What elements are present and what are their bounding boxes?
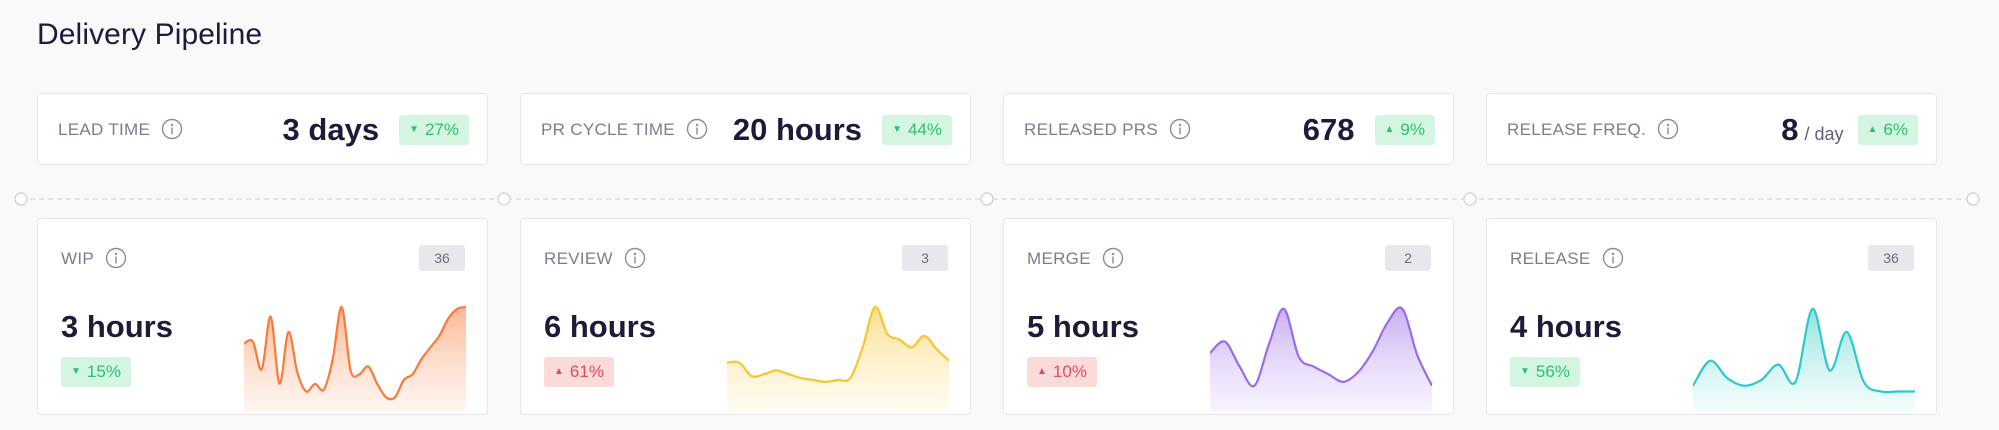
info-icon[interactable] (624, 247, 646, 269)
info-icon[interactable] (1169, 118, 1191, 140)
change-badge: ▼ 56% (1510, 357, 1580, 387)
count-badge: 36 (419, 245, 465, 271)
page-title: Delivery Pipeline (37, 18, 263, 51)
info-icon[interactable] (1657, 118, 1679, 140)
change-badge: ▲ 61% (544, 357, 614, 387)
sparkline-line (1210, 306, 1432, 388)
kpi-label-text: RELEASED PRS (1024, 120, 1158, 139)
arrow-down-icon: ▼ (1520, 366, 1530, 377)
change-badge: ▼ 15% (61, 357, 131, 387)
kpi-label: LEAD TIME (58, 118, 183, 140)
kpi-label-text: LEAD TIME (58, 120, 151, 139)
sparkline-area (727, 306, 949, 411)
stage-label: WIP (61, 247, 127, 269)
sparkline-line (727, 305, 949, 383)
count-badge: 3 (902, 245, 948, 271)
info-icon[interactable] (161, 118, 183, 140)
sparkline-line (244, 305, 466, 401)
info-icon[interactable] (105, 247, 127, 269)
arrow-down-icon: ▼ (71, 366, 81, 377)
stage-card-review[interactable]: REVIEW 3 6 hours ▲ 61% (520, 218, 971, 415)
kpi-label-text: RELEASE FREQ. (1507, 120, 1646, 139)
stage-card-merge[interactable]: MERGE 2 5 hours ▲ 10% (1003, 218, 1454, 415)
kpi-label: PR CYCLE TIME (541, 118, 708, 140)
arrow-down-icon: ▼ (892, 124, 902, 135)
arrow-up-icon: ▲ (1384, 124, 1395, 135)
stage-card-wip[interactable]: WIP 36 3 hours ▼ 15% (37, 218, 488, 415)
sparkline (1210, 306, 1432, 411)
kpi-label-text: PR CYCLE TIME (541, 120, 675, 139)
info-icon[interactable] (1102, 247, 1124, 269)
change-badge: ▲ 6% (1857, 115, 1918, 145)
sparkline-area (1210, 307, 1432, 411)
pipeline-connector (14, 192, 1980, 206)
sparkline-line (1693, 307, 1915, 394)
info-icon[interactable] (686, 118, 708, 140)
connector-node (497, 192, 511, 206)
stage-value: 5 hours (1027, 309, 1139, 344)
arrow-up-icon: ▲ (1037, 366, 1047, 377)
kpi-value: 678 (1302, 112, 1355, 147)
kpi-card-pr-cycle-time[interactable]: PR CYCLE TIME 20 hours ▼ 44% (520, 93, 971, 165)
stage-value: 3 hours (61, 309, 173, 344)
sparkline-area (1693, 308, 1915, 411)
change-badge: ▼ 27% (399, 115, 469, 145)
arrow-up-icon: ▲ (554, 366, 564, 377)
kpi-card-lead-time[interactable]: LEAD TIME 3 days ▼ 27% (37, 93, 488, 165)
sparkline (244, 305, 466, 411)
stage-value: 4 hours (1510, 309, 1622, 344)
kpi-card-released-prs[interactable]: RELEASED PRS 678 ▲ 9% (1003, 93, 1454, 165)
sparkline-area (244, 306, 466, 411)
change-badge: ▼ 44% (882, 115, 952, 145)
stage-card-release[interactable]: RELEASE 36 4 hours ▼ 56% (1486, 218, 1937, 415)
kpi-value: 3 days (282, 112, 380, 147)
change-badge: ▲ 10% (1027, 357, 1097, 387)
connector-node (1463, 192, 1477, 206)
arrow-up-icon: ▲ (1867, 124, 1878, 135)
arrow-down-icon: ▼ (409, 124, 419, 135)
kpi-value: 20 hours (732, 112, 863, 147)
kpi-label: RELEASED PRS (1024, 118, 1191, 140)
stage-label: RELEASE (1510, 247, 1624, 269)
kpi-card-release-freq[interactable]: RELEASE FREQ. 8/ day ▲ 6% (1486, 93, 1937, 165)
change-badge: ▲ 9% (1374, 115, 1435, 145)
stage-label: MERGE (1027, 247, 1124, 269)
sparkline (727, 305, 949, 411)
kpi-row: LEAD TIME 3 days ▼ 27% PR CYCLE TIME 20 h… (37, 93, 1937, 167)
kpi-value: 8/ day (1781, 112, 1844, 147)
stage-value: 6 hours (544, 309, 656, 344)
stage-label: REVIEW (544, 247, 646, 269)
count-badge: 2 (1385, 245, 1431, 271)
sparkline (1693, 307, 1915, 411)
connector-node (980, 192, 994, 206)
connector-node (14, 192, 28, 206)
kpi-label: RELEASE FREQ. (1507, 118, 1679, 140)
count-badge: 36 (1868, 245, 1914, 271)
connector-node (1966, 192, 1980, 206)
info-icon[interactable] (1602, 247, 1624, 269)
